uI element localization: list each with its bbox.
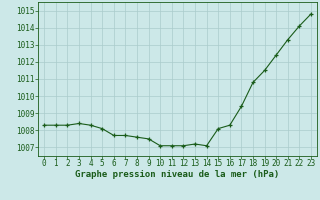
X-axis label: Graphe pression niveau de la mer (hPa): Graphe pression niveau de la mer (hPa) <box>76 170 280 179</box>
